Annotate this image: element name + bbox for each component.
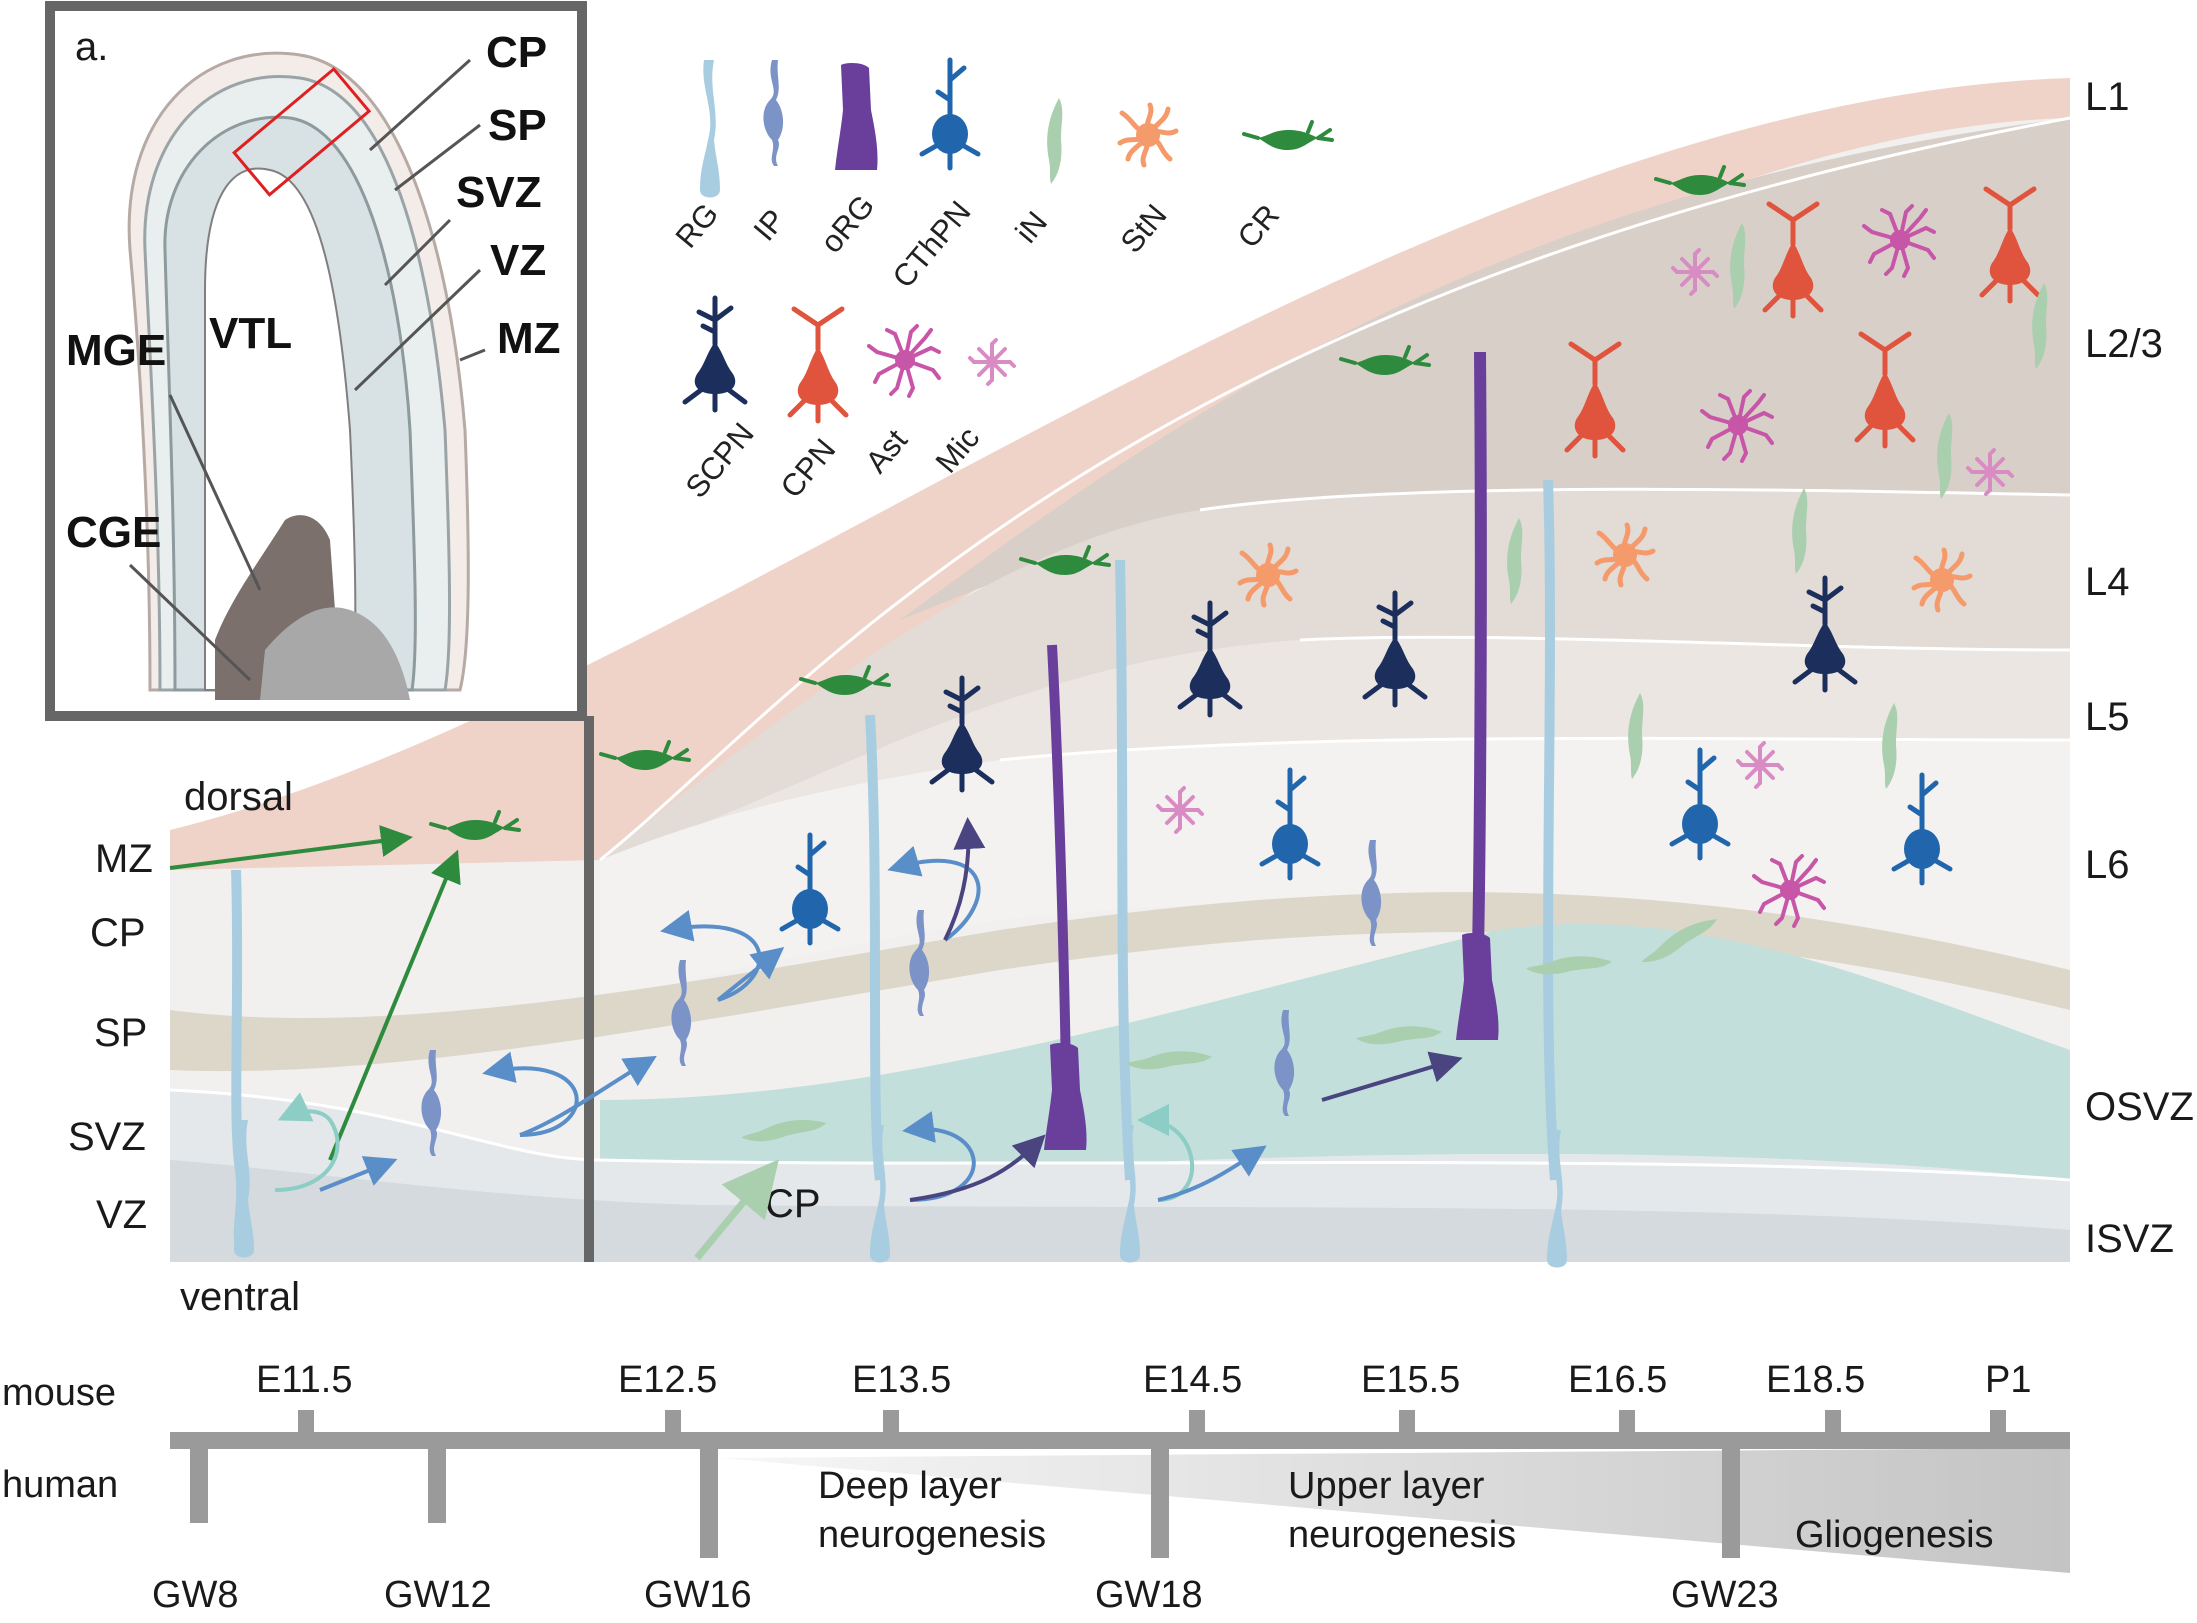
mouse-tick-label: E14.5 [1143,1359,1242,1401]
legend-cr-icon [1242,120,1334,152]
timeline-mouse-label: mouse [2,1372,116,1414]
legend-rg-icon [700,60,720,198]
legend-cpn-label: CPN [774,432,843,505]
legend-cthpn-label: CThPN [886,194,978,294]
legend-cpn-icon [790,309,846,421]
legend-scpn-icon [685,298,745,410]
panel-label: a. [75,25,108,69]
legend-mic-icon [968,338,1016,386]
legend-cthpn-icon [922,60,978,168]
phase-upper-line1: Upper layer [1288,1465,1485,1507]
mouse-tick-label: P1 [1985,1359,2031,1401]
phase-upper-line2: neurogenesis [1288,1514,1516,1556]
right-layer-labels: L1 L2/3 L4 L5 L6 OSVZ ISVZ [2085,75,2194,1261]
label-dorsal: dorsal [184,775,293,819]
timeline-human-label: human [2,1464,118,1506]
inset-label-vtl: VTL [209,309,292,358]
rg-fiber [1115,559,1135,1181]
legend-org-icon [835,63,878,171]
mouse-tick-label: E13.5 [852,1359,951,1401]
mouse-tick-label: E16.5 [1568,1359,1667,1401]
human-tick-label: GW12 [384,1574,492,1616]
l5-band [600,637,2070,860]
phase-glio: Gliogenesis [1795,1514,1994,1556]
inset-label-cp: CP [486,28,547,77]
inset-label-cge: CGE [66,508,161,557]
layer-label-l5: L5 [2085,695,2130,739]
label-ventral: ventral [180,1275,300,1319]
timeline-bar [170,1432,2070,1449]
inset-label-svz: SVZ [456,168,542,217]
mouse-tick-label: E15.5 [1361,1359,1460,1401]
layer-label-l6: L6 [2085,843,2130,887]
inset-label-vz: VZ [490,236,546,285]
inset-label-sp: SP [488,101,547,150]
phase-deep-line1: Deep layer [818,1465,1002,1507]
org-fiber [1472,351,1487,951]
org-fiber [1047,644,1071,1081]
legend-stn-label: StN [1114,197,1174,259]
vz-deep [170,1160,2070,1262]
left-label-sp: SP [94,1011,147,1055]
legend-cr-label: CR [1231,198,1287,255]
layer-label-osvz: OSVZ [2085,1085,2194,1129]
human-tick-label: GW23 [1671,1574,1779,1616]
legend-ast-icon [867,324,941,398]
inset-region-marker [232,66,372,197]
lineage-arrows [169,817,1463,1261]
layer-label-l23: L2/3 [2085,322,2163,366]
human-tick-label: GW18 [1095,1574,1203,1616]
layer-label-isvz: ISVZ [2085,1217,2174,1261]
ganglionic-eminence-cge [260,607,410,700]
legend-rg-label: RG [669,196,726,254]
legend-ip-icon [763,60,784,166]
left-label-vz: VZ [96,1193,147,1237]
layer-label-l4: L4 [2085,560,2130,604]
stage-divider [584,716,594,1262]
cortex-cells [231,165,2048,1268]
timeline: mouse human E11.5 E12.5 E13.5 E14.5 E15.… [2,1359,2070,1616]
l4-band [600,489,2070,860]
mouse-tick-label: E12.5 [618,1359,717,1401]
human-tick-label: GW16 [644,1574,752,1616]
legend-org-label: oRG [814,188,882,259]
osvz-band [600,924,2070,1180]
mouse-tick-label: E11.5 [256,1359,352,1401]
inset-label-mz: MZ [497,314,561,363]
legend-stn-icon [1120,105,1176,165]
left-label-svz: SVZ [68,1115,146,1159]
mouse-tick-label: E18.5 [1766,1359,1865,1401]
inset-panel: a. CP SP SVZ VZ MZ VTL MGE CGE [45,1,587,721]
left-label-cp: CP [90,911,146,955]
legend-scpn-label: SCPN [679,416,761,504]
human-tick-label: GW8 [152,1574,239,1616]
legend-in-label: iN [1009,205,1055,250]
legend-in-icon [1047,98,1063,184]
inner-label-cp: CP [765,1182,821,1226]
rg-fiber [1543,479,1560,1181]
legend-ip-label: IP [747,203,793,248]
layer-label-l1: L1 [2085,75,2130,119]
legend-ast-label: Ast [859,422,915,479]
left-label-mz: MZ [95,837,153,881]
phase-deep-line2: neurogenesis [818,1514,1046,1556]
inset-label-mge: MGE [66,326,166,375]
sp-band [170,892,2070,1072]
